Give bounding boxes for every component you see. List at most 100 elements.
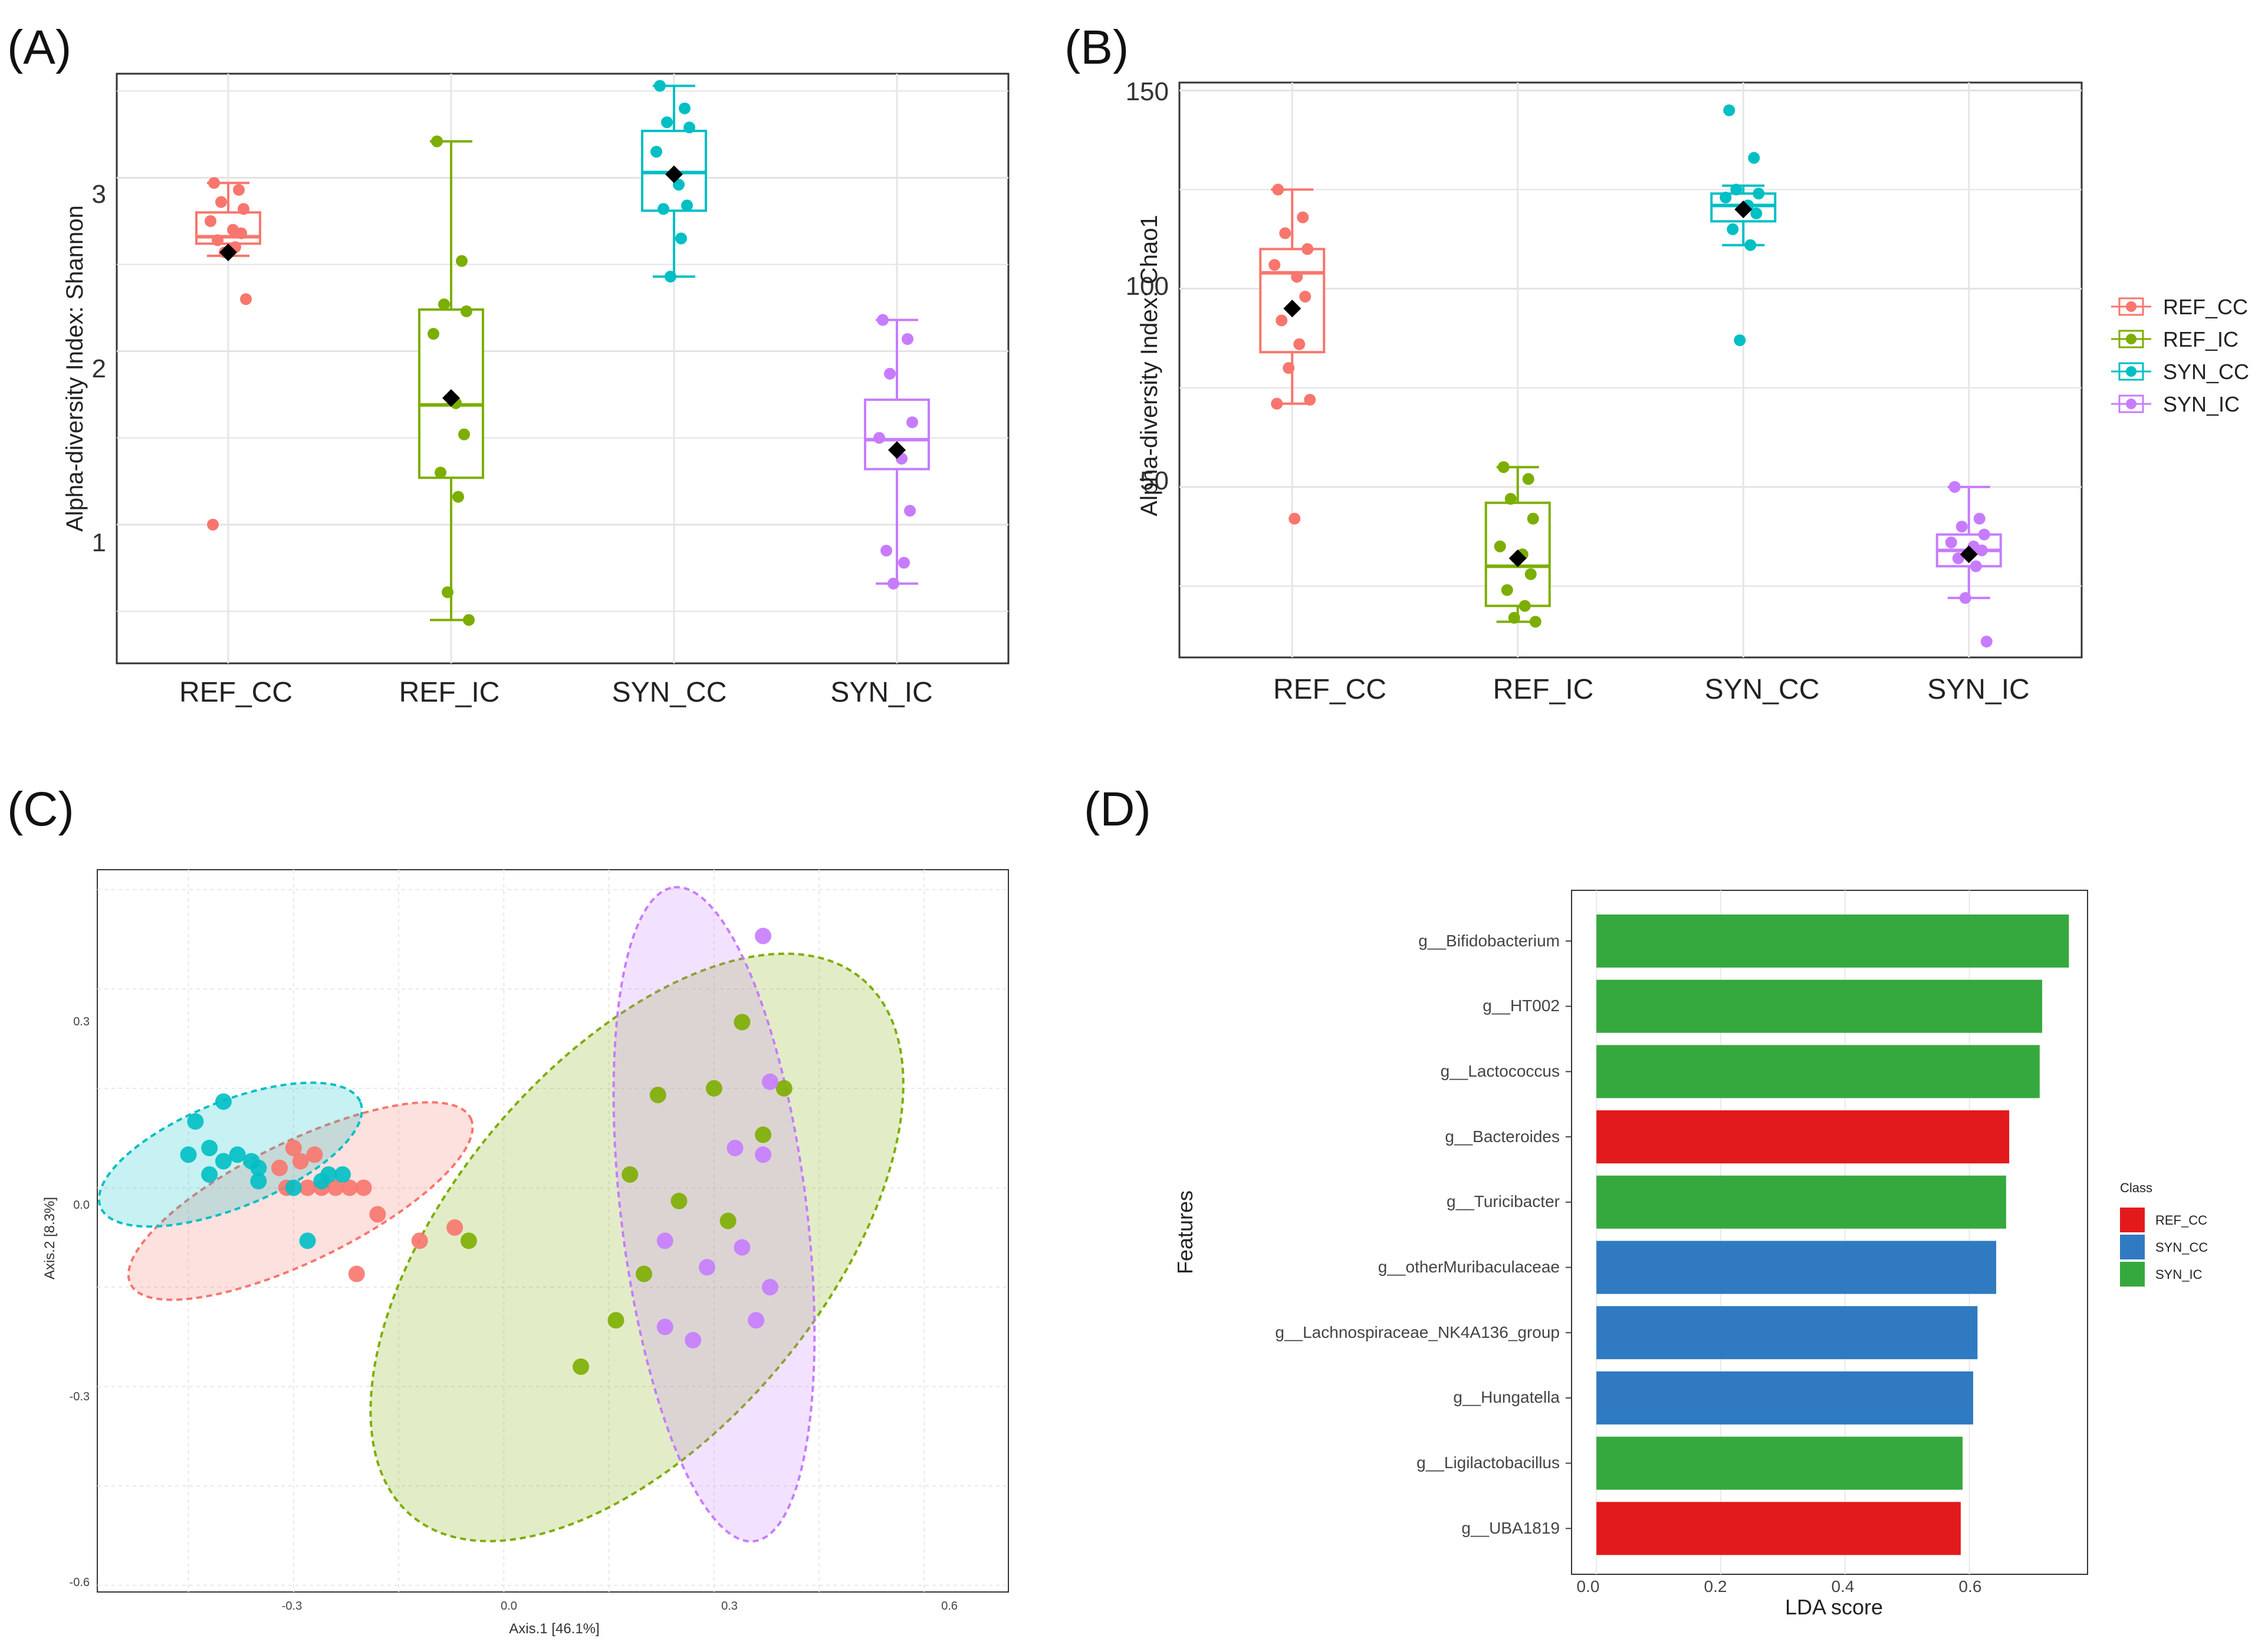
panel-c-point-syn-ic <box>656 1232 673 1249</box>
panel-a-point-ref-cc <box>212 234 223 246</box>
panel-d-xtick-06: 0.6 <box>1959 1577 1982 1596</box>
panel-c-xtick-03: 0.3 <box>721 1600 738 1613</box>
panel-c-point-ref-ic <box>573 1358 590 1375</box>
panel-c-point-ref-ic <box>775 1080 793 1097</box>
panel-c-point-syn-ic <box>685 1331 702 1348</box>
panel-a-mean-ref-ic <box>442 389 460 407</box>
panel-a-point-syn-ic <box>880 544 892 557</box>
panel-c-ellipse-ref-ic <box>369 952 905 1542</box>
panel-c-xtick-06: 0.6 <box>941 1600 958 1613</box>
panel-d-bar <box>1596 1502 1961 1555</box>
panel-b-point-syn-cc <box>1723 104 1735 117</box>
panel-a-xtick-ref-cc: REF_CC <box>179 677 292 708</box>
panel-c-point-ref-cc <box>292 1153 309 1170</box>
panel-c-point-ref-cc <box>355 1179 372 1196</box>
panel-a-point-ref-ic <box>452 491 464 503</box>
panel-a-point-syn-ic <box>898 557 910 569</box>
panel-b-point-syn-cc <box>1727 223 1739 235</box>
panel-c-point-syn-cc <box>229 1146 246 1163</box>
panel-a-point-syn-cc <box>679 102 691 114</box>
panel-c-point-ref-ic <box>636 1265 652 1282</box>
panel-d-legend-swatch-syn-cc <box>2120 1235 2145 1259</box>
panel-c-xtick-00: 0.0 <box>501 1600 517 1613</box>
panel-b-point-ref-ic <box>1504 493 1517 505</box>
panel-c-point-syn-cc <box>201 1166 218 1183</box>
panel-a-point-syn-ic <box>902 333 913 345</box>
panel-b-legend-key-dot <box>2126 334 2136 344</box>
panel-d-xtick-00: 0.0 <box>1577 1577 1600 1596</box>
panel-a-point-ref-ic <box>438 298 450 311</box>
panel-c-ytick-m06: -0.6 <box>70 1576 90 1589</box>
panel-b-xtick-ref-cc: REF_CC <box>1273 674 1386 705</box>
panel-a-point-ref-cc <box>205 215 216 227</box>
panel-b-point-ref-cc <box>1279 227 1291 239</box>
panel-b-box-ref-ic <box>1484 501 1551 607</box>
panel-b-label: (B) <box>1064 21 1129 74</box>
panel-c-point-syn-cc <box>285 1179 302 1196</box>
panel-a-mean-syn-cc <box>665 165 683 183</box>
panel-c-point-ref-ic <box>670 1192 688 1209</box>
panel-d-bar <box>1596 915 2069 968</box>
panel-c-plot-area <box>97 869 1009 1593</box>
panel-a-point-ref-ic <box>442 586 453 598</box>
panel-c-point-syn-cc <box>180 1146 197 1163</box>
panel-a-ytick-2: 2 <box>92 354 106 383</box>
panel-c-point-syn-cc <box>215 1153 232 1170</box>
panel-b-boxes <box>1259 104 2002 648</box>
panel-d: (D) 0.0 0.2 0.4 0.6 LDA score Features g… <box>1084 782 2208 1619</box>
panel-d-feature-label: g__Bifidobacterium <box>1418 932 1560 950</box>
panel-a-point-syn-cc <box>683 121 695 134</box>
panel-a-point-ref-ic <box>435 466 446 479</box>
panel-d-bar <box>1596 1241 1997 1294</box>
panel-d-bar <box>1596 1436 1963 1490</box>
panel-a-point-syn-cc <box>658 203 669 215</box>
panel-d-feature-label: g__Lactococcus <box>1441 1062 1560 1080</box>
panel-a-point-syn-ic <box>906 416 918 429</box>
panel-a-mean-syn-ic <box>888 441 906 459</box>
panel-b-point-ref-ic <box>1494 540 1506 552</box>
panel-c-gridlines <box>97 870 1008 1592</box>
panel-c-point-ref-cc <box>327 1179 344 1196</box>
panel-b-point-ref-cc <box>1299 291 1312 303</box>
panel-c-point-ref-ic <box>734 1014 751 1031</box>
panel-b-point-ref-cc <box>1291 271 1303 283</box>
panel-b-xtick-syn-cc: SYN_CC <box>1705 674 1820 705</box>
panel-b-legend-key-dot <box>2126 301 2136 312</box>
panel-b-point-syn-cc <box>1753 188 1765 200</box>
panel-a-point-ref-cc <box>207 518 219 531</box>
panel-c-ellipse-ref-cc <box>127 1101 474 1301</box>
panel-a-ytick-3: 3 <box>92 180 106 209</box>
panel-b-xtick-ref-ic: REF_IC <box>1493 674 1594 705</box>
panel-c-point-syn-cc <box>187 1113 204 1130</box>
panel-b-point-ref-cc <box>1283 362 1295 374</box>
panel-d-bars <box>1566 915 2069 1555</box>
panel-a-point-ref-cc <box>215 196 227 208</box>
panel-c-point-syn-cc <box>250 1159 267 1176</box>
panel-a-point-ref-cc <box>235 227 247 239</box>
panel-d-bar <box>1596 1175 2006 1229</box>
panel-c-point-ref-ic <box>719 1212 737 1229</box>
panel-b-point-syn-ic <box>1959 592 1971 604</box>
panel-c-ytick-03: 0.3 <box>73 1015 90 1028</box>
panel-b-mean-ref-cc <box>1283 300 1301 318</box>
panel-c-points <box>180 927 793 1375</box>
panel-a-point-syn-cc <box>675 232 687 245</box>
panel-b-mean-ref-ic <box>1508 549 1527 567</box>
panel-b-point-ref-ic <box>1527 512 1539 525</box>
panel-d-legend-title: Class <box>2120 1180 2152 1195</box>
panel-a-point-syn-cc <box>661 116 673 129</box>
panel-d-label: (D) <box>1084 782 1151 836</box>
panel-c-point-ref-ic <box>649 1087 666 1104</box>
panel-b-mean-syn-ic <box>1960 545 1978 564</box>
panel-a-xtick-syn-ic: SYN_IC <box>830 677 932 708</box>
panel-c-point-ref-cc <box>271 1159 288 1176</box>
panel-c-point-ref-cc <box>285 1140 302 1157</box>
panel-b-point-syn-ic <box>1955 521 1968 533</box>
panel-a-point-ref-cc <box>233 184 245 196</box>
panel-d-feature-label: g__otherMuribaculaceae <box>1378 1258 1560 1276</box>
panel-c-point-syn-ic <box>755 1146 772 1163</box>
panel-b-legend-key-dot <box>2126 366 2136 377</box>
panel-b-point-ref-cc <box>1301 243 1314 255</box>
panel-d-legend-swatch-ref-cc <box>2120 1208 2145 1232</box>
